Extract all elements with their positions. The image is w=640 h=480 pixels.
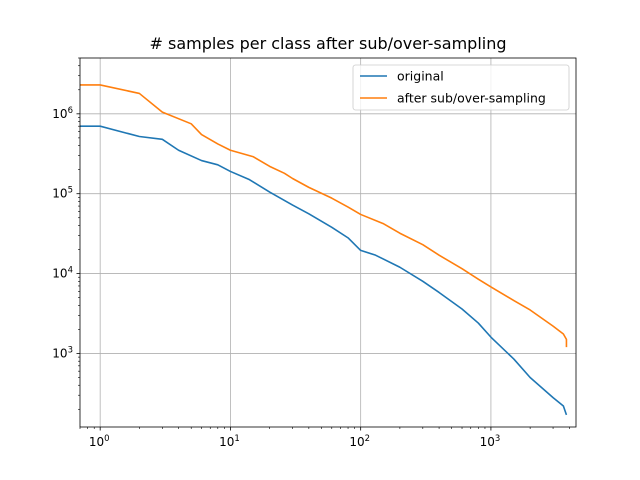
series-line-original: [80, 125, 568, 416]
legend-box: [352, 64, 570, 111]
legend: original after sub/over-sampling: [352, 64, 570, 111]
series-group: [80, 84, 568, 416]
grid: [80, 58, 576, 427]
series-line-resampled: [80, 84, 568, 348]
chart-title: # samples per class after sub/over-sampl…: [149, 34, 506, 53]
legend-label: original: [397, 69, 444, 84]
legend-label: after sub/over-sampling: [397, 91, 546, 106]
axes-frame: [79, 57, 577, 428]
